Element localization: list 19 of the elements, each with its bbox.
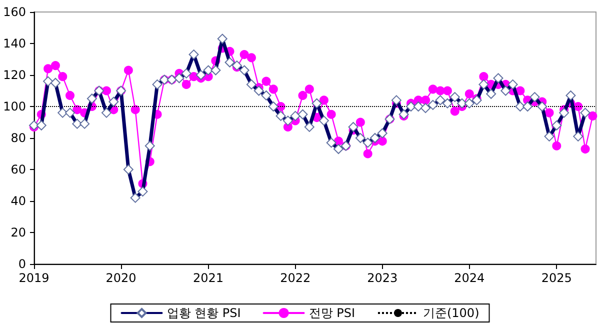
x-tick-label: 2022 <box>280 271 311 285</box>
x-tick-label: 2020 <box>106 271 136 285</box>
x-tick-label: 2023 <box>367 271 398 285</box>
x-tick-label: 2024 <box>454 271 485 285</box>
legend-label: 업황 현황 PSI <box>166 306 241 320</box>
legend-label: 전망 PSI <box>308 306 355 320</box>
y-tick-label: 20 <box>10 226 26 240</box>
y-tick-label: 80 <box>10 131 26 145</box>
y-tick-label: 120 <box>3 68 26 82</box>
y-tick-label: 40 <box>10 194 26 208</box>
y-tick-label: 60 <box>10 162 26 176</box>
y-tick-label: 160 <box>3 5 26 19</box>
x-tick-label: 2025 <box>541 271 572 285</box>
x-tick-label: 2019 <box>18 271 50 285</box>
x-tick-label: 2021 <box>193 271 224 285</box>
y-tick-label: 140 <box>3 36 26 50</box>
legend-label: 기준(100) <box>422 306 480 320</box>
y-tick-label: 100 <box>3 100 26 114</box>
y-tick-label: 0 <box>18 257 26 271</box>
